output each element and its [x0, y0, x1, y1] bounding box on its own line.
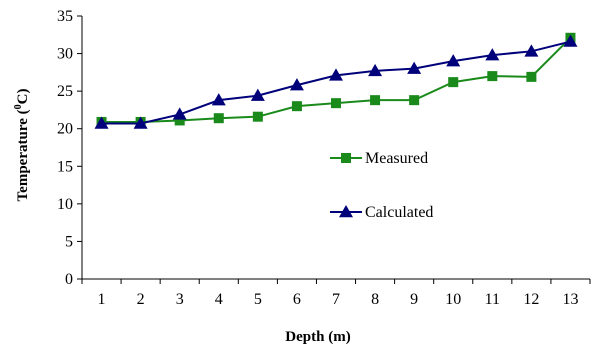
x-tick-label: 5 [254, 291, 262, 308]
legend-item-measured: Measured [330, 150, 428, 167]
data-point-measured [331, 98, 341, 109]
legend-label: Measured [365, 150, 428, 167]
y-tick-label: 10 [57, 196, 73, 213]
data-point-measured [448, 77, 459, 88]
y-tick-label: 25 [57, 83, 73, 100]
x-tick-label: 1 [98, 291, 106, 308]
x-tick-label: 3 [176, 291, 184, 308]
series-calculated [94, 34, 578, 129]
data-point-measured [291, 101, 302, 112]
legend-triangle-marker [339, 205, 353, 218]
legend-square-marker [341, 153, 351, 163]
data-point-calculated [407, 61, 422, 74]
data-point-measured [409, 95, 420, 106]
x-axis-ticks: 1 2 3 4 5 6 7 8 9 10 11 12 13 [81, 279, 591, 308]
data-point-calculated [524, 44, 539, 57]
y-tick-label: 5 [65, 233, 73, 250]
data-point-measured [526, 71, 537, 82]
y-tick-label: 0 [65, 271, 73, 288]
data-point-calculated [94, 116, 109, 129]
data-point-measured [213, 113, 224, 124]
y-axis-ticks: 0 5 10 15 20 25 30 35 [57, 8, 82, 288]
y-tick-label: 30 [57, 46, 73, 63]
data-point-measured [252, 111, 263, 122]
legend: Measured Calculated [330, 150, 433, 221]
data-point-calculated [289, 78, 304, 91]
y-axis-title: Temperature (0C) [13, 89, 31, 202]
series-line-calculated [101, 40, 571, 125]
y-axis-title-unit: C) [15, 89, 31, 105]
x-tick-label: 10 [445, 291, 461, 308]
y-axis-title-superscript: 0 [13, 104, 24, 109]
legend-label: Calculated [365, 204, 433, 221]
x-axis-title: Depth (m) [285, 329, 350, 345]
y-axis-title-main: Temperature ( [15, 109, 31, 201]
data-point-calculated [485, 48, 500, 61]
data-point-calculated [172, 107, 187, 120]
data-point-measured [487, 71, 498, 82]
y-tick-label: 15 [57, 158, 73, 175]
x-tick-label: 4 [215, 291, 223, 308]
x-tick-label: 2 [137, 291, 145, 308]
data-point-calculated [250, 88, 265, 101]
legend-item-calculated: Calculated [330, 204, 433, 221]
y-tick-label: 20 [57, 121, 73, 138]
data-point-measured [174, 115, 185, 126]
y-tick-label: 35 [57, 8, 73, 25]
x-tick-label: 8 [371, 291, 379, 308]
data-point-calculated [563, 34, 578, 47]
data-point-calculated [329, 68, 343, 81]
data-point-calculated [446, 54, 461, 67]
series-layer [94, 32, 578, 129]
x-tick-label: 9 [410, 291, 418, 308]
data-point-measured [370, 95, 381, 106]
x-tick-label: 7 [332, 291, 340, 308]
data-point-calculated [368, 63, 383, 77]
x-tick-label: 11 [485, 291, 500, 308]
x-tick-label: 13 [562, 291, 578, 308]
data-point-calculated [133, 116, 148, 129]
series-measured [96, 32, 576, 127]
x-tick-label: 12 [523, 291, 539, 308]
data-point-calculated [211, 93, 226, 106]
x-tick-label: 6 [293, 291, 301, 308]
